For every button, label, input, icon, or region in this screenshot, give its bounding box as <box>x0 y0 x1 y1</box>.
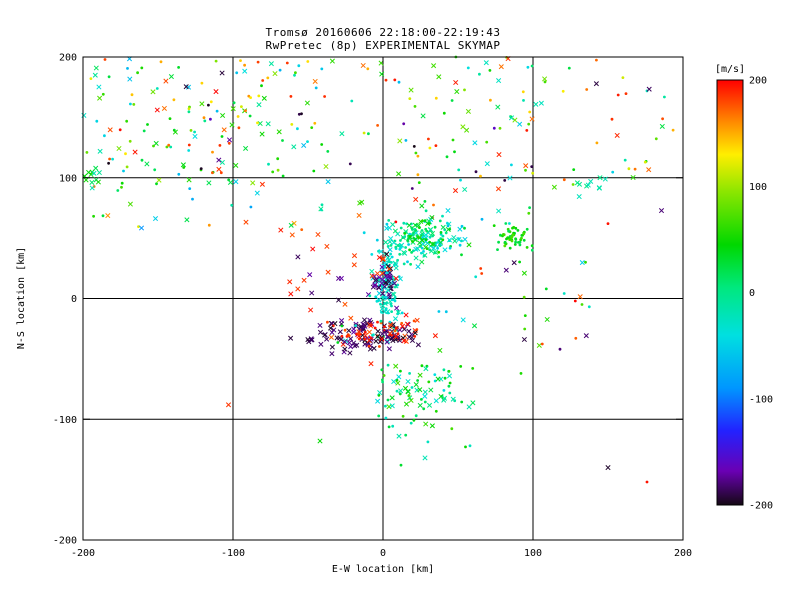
svg-text:0: 0 <box>380 548 386 559</box>
svg-text:200: 200 <box>749 76 767 87</box>
x-axis-label: E-W location [km] <box>332 564 434 575</box>
svg-text:-200: -200 <box>53 536 77 547</box>
svg-text:-200: -200 <box>749 501 773 512</box>
svg-text:100: 100 <box>524 548 542 559</box>
svg-text:200: 200 <box>674 548 692 559</box>
colorbar <box>716 79 744 506</box>
scatter-points <box>81 55 675 484</box>
colorbar-tick-labels: 200 100 0 -100 -200 <box>749 76 773 512</box>
colorbar-label: [m/s] <box>715 64 745 75</box>
svg-text:0: 0 <box>749 288 755 299</box>
svg-text:-100: -100 <box>221 548 245 559</box>
svg-text:0: 0 <box>71 294 77 305</box>
svg-text:200: 200 <box>59 53 77 64</box>
figure-title: Tromsø 20160606 22:18:00-22:19:43 <box>265 26 500 39</box>
figure-subtitle: RwPretec (8p) EXPERIMENTAL SKYMAP <box>265 39 500 52</box>
svg-text:-100: -100 <box>749 394 773 405</box>
svg-text:100: 100 <box>749 182 767 193</box>
axis-tick-marks <box>82 56 684 541</box>
axis-tick-labels: -200 -100 0 100 200 -200 -100 0 100 200 <box>53 53 692 560</box>
svg-text:-100: -100 <box>53 415 77 426</box>
svg-text:-200: -200 <box>71 548 95 559</box>
y-axis-label: N-S location [km] <box>16 247 27 349</box>
svg-text:100: 100 <box>59 173 77 184</box>
